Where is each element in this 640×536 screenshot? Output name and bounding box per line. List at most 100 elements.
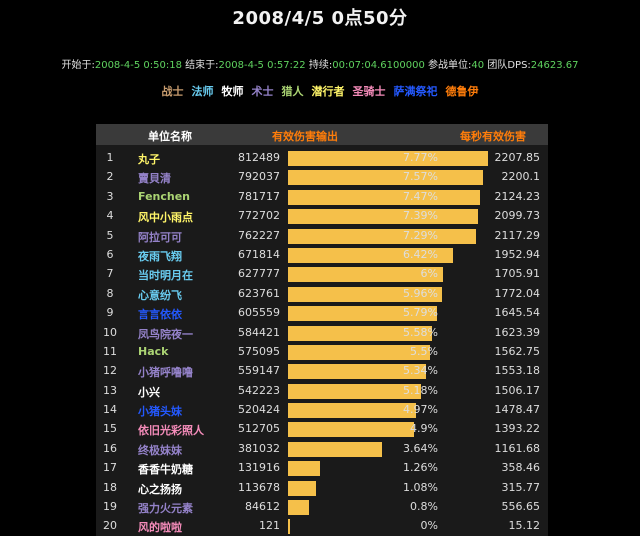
damage-percent: 1.26% xyxy=(403,461,438,475)
dps-value: 15.12 xyxy=(508,519,541,533)
rank-cell: 12 xyxy=(103,364,117,378)
rank-cell: 16 xyxy=(103,441,117,455)
end-label: 结束于: xyxy=(185,60,219,71)
dps-value: 315.77 xyxy=(501,480,541,494)
damage-bar xyxy=(288,519,290,535)
dps-value: 1645.54 xyxy=(494,306,541,320)
damage-percent: 5.18% xyxy=(403,383,438,397)
damage-percent: 5.96% xyxy=(403,286,438,300)
dps-value: 1478.47 xyxy=(494,403,541,417)
dps-value: 2124.23 xyxy=(494,189,541,203)
team-dps-value: 24623.67 xyxy=(530,60,579,71)
unit-name: 风中小雨点 xyxy=(138,211,193,225)
rank-cell: 15 xyxy=(103,422,117,436)
damage-percent: 5.5% xyxy=(410,344,438,358)
damage-bar xyxy=(288,170,483,186)
column-header-name: 单位名称 xyxy=(148,130,192,143)
class-legend-item: 牧师 xyxy=(221,85,244,98)
dps-value: 2099.73 xyxy=(494,209,541,223)
damage-percent: 5.58% xyxy=(403,325,438,339)
damage-bar xyxy=(288,189,481,205)
class-legend-item: 猎人 xyxy=(281,85,304,98)
damage-percent: 7.57% xyxy=(403,170,438,184)
unit-name: 凤鸟院夜一 xyxy=(138,327,193,341)
dps-value: 1161.68 xyxy=(494,441,541,455)
damage-percent: 0% xyxy=(420,519,438,533)
unit-name: 心意纷飞 xyxy=(138,288,182,302)
damage-bar xyxy=(288,228,476,244)
start-value: 2008-4-5 0:50:18 xyxy=(94,60,182,71)
damage-bar xyxy=(288,325,432,341)
damage-bar xyxy=(288,344,430,360)
table-row: 8 心意纷飞 623761 5.96% 1772.04 xyxy=(96,285,548,304)
damage-value: 605559 xyxy=(238,306,280,320)
class-legend-item: 战士 xyxy=(161,85,184,98)
end-value: 2008-4-5 0:57:22 xyxy=(218,60,306,71)
table-row: 16 终极妹妹 381032 3.64% 1161.68 xyxy=(96,440,548,459)
rank-cell: 11 xyxy=(103,344,117,358)
rank-cell: 3 xyxy=(106,189,114,203)
unit-name: 小猪呼噜噜 xyxy=(138,366,193,380)
damage-percent: 7.77% xyxy=(403,151,438,164)
damage-value: 623761 xyxy=(238,286,280,300)
unit-name: 夜雨飞翔 xyxy=(138,249,182,263)
table-row: 2 賣貝清 792037 7.57% 2200.1 xyxy=(96,168,548,187)
damage-bar xyxy=(288,267,443,283)
dps-value: 1772.04 xyxy=(494,286,541,300)
class-legend-item: 潜行者 xyxy=(311,85,345,98)
damage-percent: 6% xyxy=(420,267,438,281)
rank-cell: 9 xyxy=(106,306,114,320)
table-row: 11 Hack 575095 5.5% 1562.75 xyxy=(96,343,548,362)
rank-cell: 14 xyxy=(103,403,117,417)
table-row: 13 小兴 542223 5.18% 1506.17 xyxy=(96,382,548,401)
damage-value: 131916 xyxy=(238,461,280,475)
table-row: 9 言言依依 605559 5.79% 1645.54 xyxy=(96,304,548,323)
dps-value: 1553.18 xyxy=(494,364,541,378)
damage-bar xyxy=(288,500,309,516)
rank-cell: 8 xyxy=(106,286,114,300)
class-legend-item: 术士 xyxy=(251,85,274,98)
column-header-dps: 每秒有效伤害 xyxy=(460,130,526,143)
table-row: 14 小猪头妹 520424 4.97% 1478.47 xyxy=(96,401,548,420)
damage-value: 113678 xyxy=(238,480,280,494)
class-legend-item: 圣骑士 xyxy=(352,85,386,98)
damage-value: 627777 xyxy=(238,267,280,281)
damage-bar xyxy=(288,480,316,496)
table-row: 12 小猪呼噜噜 559147 5.34% 1553.18 xyxy=(96,362,548,381)
duration-value: 00:07:04.6100000 xyxy=(332,60,425,71)
unit-name: 丸子 xyxy=(138,153,160,166)
damage-value: 559147 xyxy=(238,364,280,378)
damage-value: 762227 xyxy=(238,228,280,242)
damage-value: 671814 xyxy=(238,247,280,261)
dps-value: 1705.91 xyxy=(494,267,541,281)
unit-name: Fenchen xyxy=(138,189,191,203)
damage-bar xyxy=(288,364,426,380)
damage-percent: 1.08% xyxy=(403,480,438,494)
table-row: 1 丸子 812489 7.77% 2207.85 xyxy=(96,149,548,168)
damage-percent: 5.79% xyxy=(403,306,438,320)
damage-percent: 4.97% xyxy=(403,403,438,417)
damage-bar xyxy=(288,306,438,322)
damage-percent: 3.64% xyxy=(403,441,438,455)
unit-name: 强力火元素 xyxy=(138,502,193,516)
rank-cell: 20 xyxy=(103,519,117,533)
unit-name: 心之扬扬 xyxy=(138,482,182,496)
report-title: 2008/4/5 0点50分 xyxy=(232,8,408,29)
damage-value: 84612 xyxy=(245,500,280,514)
unit-name: Hack xyxy=(138,344,169,358)
unit-name: 依旧光彩照人 xyxy=(138,424,204,438)
class-legend-item: 德鲁伊 xyxy=(445,85,479,98)
units-label: 参战单位: xyxy=(428,60,472,71)
damage-value: 512705 xyxy=(238,422,280,436)
damage-bar xyxy=(288,151,488,166)
damage-percent: 4.9% xyxy=(410,422,438,436)
rank-cell: 13 xyxy=(103,383,117,397)
rank-cell: 7 xyxy=(106,267,114,281)
damage-percent: 5.34% xyxy=(403,364,438,378)
rank-cell: 19 xyxy=(103,500,117,514)
damage-bar xyxy=(288,209,479,225)
damage-value: 542223 xyxy=(238,383,280,397)
damage-value: 575095 xyxy=(238,344,280,358)
unit-name: 小猪头妹 xyxy=(138,405,182,419)
rank-cell: 2 xyxy=(106,170,114,184)
